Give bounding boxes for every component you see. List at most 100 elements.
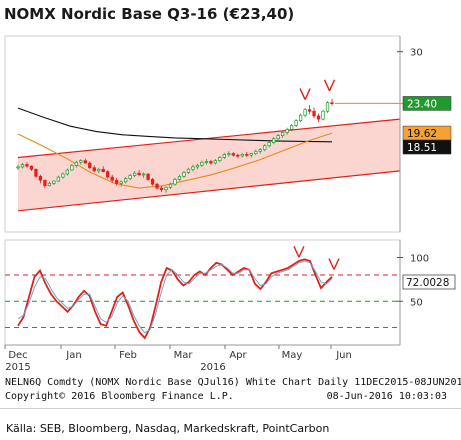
x-axis-month-label: May xyxy=(282,350,303,361)
value-tag: 18.51 xyxy=(402,139,452,155)
candle-body xyxy=(227,153,231,155)
x-axis-month-label: Feb xyxy=(119,350,137,361)
candle xyxy=(191,164,195,172)
candle xyxy=(92,165,96,173)
price-panel: 30 23.40 19.62 18.51 xyxy=(4,35,452,233)
candle-body xyxy=(173,179,177,185)
oscillator-arrow-2 xyxy=(328,258,340,270)
candle xyxy=(204,159,209,165)
candle-body xyxy=(16,166,20,169)
candle xyxy=(124,177,128,184)
candle-body xyxy=(316,115,321,120)
candle-body xyxy=(303,109,307,116)
candle-body xyxy=(29,165,34,170)
candle xyxy=(294,119,298,127)
candle-body xyxy=(128,175,132,180)
x-axis-year-label: 2015 xyxy=(5,362,30,373)
candle xyxy=(97,167,101,174)
candle xyxy=(47,181,52,187)
oscillator-slow-line xyxy=(17,260,333,334)
oscillator-y-tick-label: 50 xyxy=(410,297,423,308)
candle-body xyxy=(285,128,289,133)
x-axis-month-label: Dec xyxy=(8,350,27,361)
candle-body xyxy=(65,169,69,175)
candle xyxy=(227,151,231,157)
candle xyxy=(43,179,47,189)
candle-body xyxy=(79,160,83,163)
oscillator-fast-line xyxy=(17,258,333,340)
candle xyxy=(88,161,92,170)
candle xyxy=(74,160,78,168)
candle xyxy=(209,159,213,165)
x-axis-year-label: 2016 xyxy=(200,362,225,373)
candle-body xyxy=(83,160,87,164)
candle-body xyxy=(276,135,280,140)
x-axis-month-label: Jun xyxy=(335,350,352,361)
candle-body xyxy=(70,165,74,171)
x-axis: Dec Jan Feb Mar Apr May Jun 2015 2016 xyxy=(4,344,400,373)
value-tag-label: 19.62 xyxy=(407,128,437,140)
value-tag-box xyxy=(402,139,452,155)
candle-body xyxy=(47,183,52,187)
candle-body xyxy=(213,160,218,164)
peak-arrow-2 xyxy=(323,79,336,92)
candle-body xyxy=(92,167,96,172)
candle xyxy=(307,104,312,115)
arrow-stroke-right xyxy=(333,258,340,270)
moving-average-1 xyxy=(17,107,333,143)
arrow-stroke-left xyxy=(293,245,300,258)
candle xyxy=(276,134,280,142)
candle xyxy=(258,148,262,154)
candle xyxy=(155,182,159,190)
candle-body xyxy=(218,157,222,162)
trend-channel-lower xyxy=(17,170,401,212)
oscillator-y-tick-label: 100 xyxy=(410,254,429,265)
x-axis-month-label: Apr xyxy=(229,350,247,361)
value-tag: 23.40 xyxy=(402,96,452,111)
candle xyxy=(272,137,276,145)
candle xyxy=(20,163,25,169)
candle xyxy=(316,113,321,123)
arrow-stroke-left xyxy=(299,88,306,100)
oscillator-plot-frame xyxy=(4,239,401,346)
candle-body xyxy=(222,154,226,158)
candle-body xyxy=(294,120,298,126)
candle xyxy=(218,155,222,163)
candle xyxy=(65,168,69,176)
candle xyxy=(38,174,43,184)
candle xyxy=(222,152,226,160)
arrow-stroke-right xyxy=(328,79,336,92)
candle-body xyxy=(307,109,312,112)
arrow-stroke-left xyxy=(328,258,335,270)
candle xyxy=(281,130,285,138)
candle xyxy=(254,149,258,156)
candle-body xyxy=(137,172,141,176)
candle-body xyxy=(249,153,253,156)
candle xyxy=(150,177,155,186)
candle xyxy=(182,170,186,178)
candle-body xyxy=(289,125,294,130)
candle-body xyxy=(325,102,330,112)
candle xyxy=(249,152,253,158)
oscillator-value-tag-box xyxy=(402,274,456,290)
candle-body xyxy=(321,110,325,120)
divider xyxy=(0,408,461,409)
candle xyxy=(325,101,330,113)
candle-body xyxy=(191,166,195,170)
candle xyxy=(263,144,267,152)
candle xyxy=(128,173,132,181)
candle-body xyxy=(132,172,137,176)
candle xyxy=(231,152,235,157)
candle xyxy=(312,107,316,119)
candle-body xyxy=(110,176,114,181)
candle-body xyxy=(204,161,209,163)
candle-body xyxy=(150,179,155,185)
candle-body xyxy=(209,161,213,164)
candle xyxy=(285,127,289,135)
candle-body xyxy=(141,173,146,176)
candle xyxy=(52,180,56,185)
candle-body xyxy=(186,168,191,173)
value-tag: 19.62 xyxy=(402,125,452,141)
candle-body xyxy=(119,181,123,184)
